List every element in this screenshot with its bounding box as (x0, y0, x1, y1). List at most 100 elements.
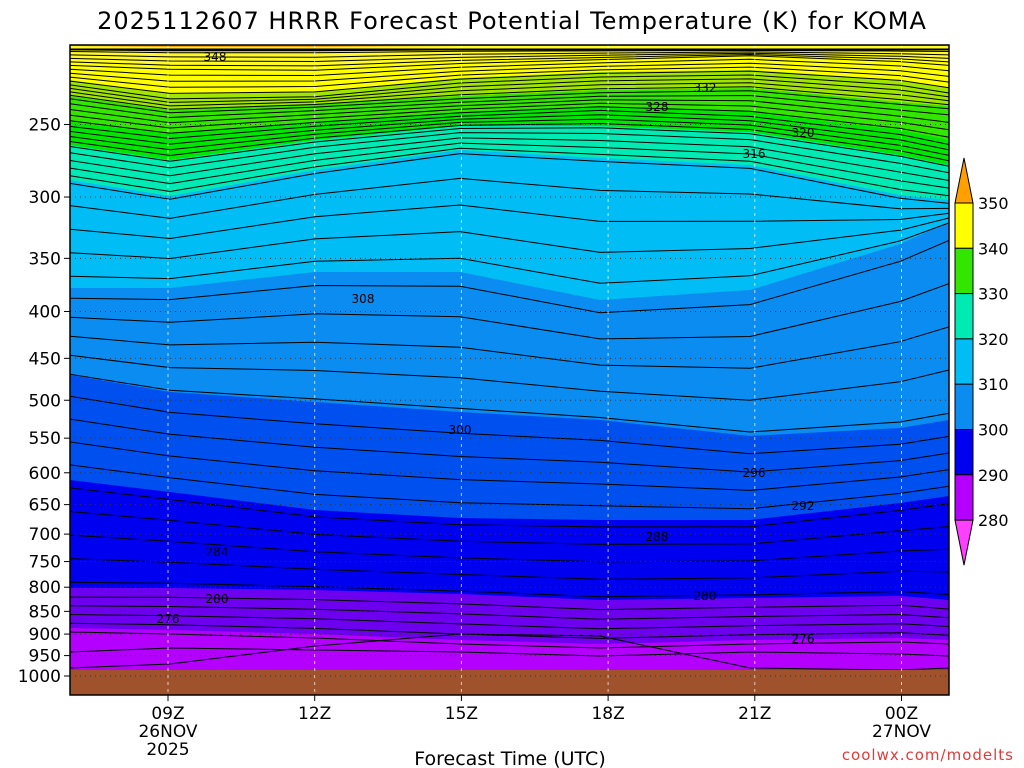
colorbar-label: 330 (978, 285, 1009, 304)
colorbar-segment (954, 247, 974, 295)
x-tick-date: 27NOV (872, 722, 931, 742)
contour-label: 320 (792, 126, 815, 140)
contour-label: 280 (206, 592, 229, 606)
theta-contour (70, 49, 949, 52)
theta-contour (70, 217, 949, 260)
colorbar-segment (954, 293, 974, 340)
theta-contour (70, 631, 949, 649)
contour-label: 328 (646, 100, 669, 114)
x-tick-label: 00Z (885, 704, 918, 724)
theta-contour (70, 142, 949, 189)
y-tick-label: 550 (29, 429, 61, 449)
theta-contour (70, 239, 949, 314)
colorbar-label: 340 (978, 239, 1009, 258)
theta-contour (70, 614, 949, 630)
colorbar-segment (954, 202, 974, 249)
contour-label: 308 (352, 292, 375, 306)
colorbar-label: 350 (978, 194, 1009, 213)
theta-contour (70, 647, 949, 657)
theta-contour (70, 605, 949, 620)
theta-contour (70, 74, 949, 100)
y-tick-label: 500 (29, 391, 61, 411)
contour-label: 276 (792, 632, 815, 646)
y-tick-label: 900 (29, 625, 61, 645)
theta-contour (70, 441, 949, 491)
colorbar-segment (954, 474, 974, 521)
plot-frame (69, 44, 950, 696)
theta-contour (70, 94, 949, 119)
theta-contour (70, 147, 949, 197)
theta-contour (70, 581, 949, 598)
contour-label: 276 (157, 612, 180, 626)
colorbar-arrow-bottom (954, 519, 974, 566)
colorbar-segment (954, 383, 974, 431)
x-tick-label: 21Z (738, 704, 771, 724)
theta-contour (70, 373, 949, 433)
x-tick-label: 12Z (298, 704, 331, 724)
contour-label: 280 (694, 589, 717, 603)
theta-contour (70, 326, 949, 369)
theta-contour (70, 127, 949, 167)
theta-contour (70, 114, 949, 151)
y-tick-label: 250 (29, 116, 61, 136)
colorbar-label: 280 (978, 511, 1009, 530)
colorbar-arrow-top (954, 157, 974, 204)
colorbar-label: 310 (978, 375, 1009, 394)
contour-label: 348 (204, 50, 227, 64)
theta-contour (70, 109, 949, 145)
y-tick-label: 800 (29, 578, 61, 598)
theta-contour (70, 534, 949, 563)
theta-contour (70, 66, 949, 88)
x-tick-label: 18Z (591, 704, 624, 724)
y-tick-label: 650 (29, 496, 61, 516)
theta-contour (70, 118, 949, 156)
theta-contour (70, 132, 949, 174)
y-tick-label: 350 (29, 249, 61, 269)
theta-contour (70, 354, 949, 401)
theta-contour (70, 153, 949, 204)
colorbar-segment (954, 338, 974, 385)
y-tick-label: 400 (29, 302, 61, 322)
y-tick-label: 600 (29, 464, 61, 484)
colorbar-label: 320 (978, 330, 1009, 349)
credit-text: coolwx.com/modelts (842, 746, 1014, 764)
theta-contour (70, 49, 949, 54)
theta-contour (70, 137, 949, 181)
contour-label: 332 (694, 81, 717, 95)
chart-title: 2025112607 HRRR Forecast Potential Tempe… (97, 7, 927, 35)
theta-contour (70, 52, 949, 63)
theta-contour (70, 622, 949, 639)
x-axis-label: Forecast Time (UTC) (414, 748, 605, 768)
contour-label: 288 (646, 530, 669, 544)
theta-contour (70, 204, 949, 240)
y-tick-label: 1000 (18, 667, 61, 687)
theta-contour (70, 222, 949, 284)
y-tick-label: 750 (29, 553, 61, 573)
theta-contour (70, 106, 949, 138)
x-tick-year: 2025 (146, 740, 189, 760)
surface-ground (70, 670, 949, 695)
plot-area: 348 332 328 320 316 308 300 296 292 288 284 280 280 2… (69, 44, 950, 696)
colorbar-label: 300 (978, 421, 1009, 440)
contour-label: 292 (792, 499, 815, 513)
y-tick-label: 950 (29, 647, 61, 667)
theta-contour (70, 511, 949, 545)
theta-contour (70, 177, 949, 219)
x-tick-date: 26NOV (138, 722, 197, 742)
theta-contour (70, 70, 949, 94)
theta-contour (70, 596, 949, 611)
theta-contour (70, 418, 949, 473)
theta-contour (70, 90, 949, 114)
theta-contour (70, 55, 949, 71)
x-tick-label: 09Z (151, 704, 184, 724)
colorbar-label: 290 (978, 466, 1009, 485)
contour-label: 300 (449, 423, 472, 437)
theta-contour (70, 283, 949, 340)
theta-contour (70, 78, 949, 103)
x-tick-label: 15Z (445, 704, 478, 724)
theta-contour (70, 86, 949, 110)
theta-contour (70, 53, 949, 67)
y-tick-label: 300 (29, 188, 61, 208)
